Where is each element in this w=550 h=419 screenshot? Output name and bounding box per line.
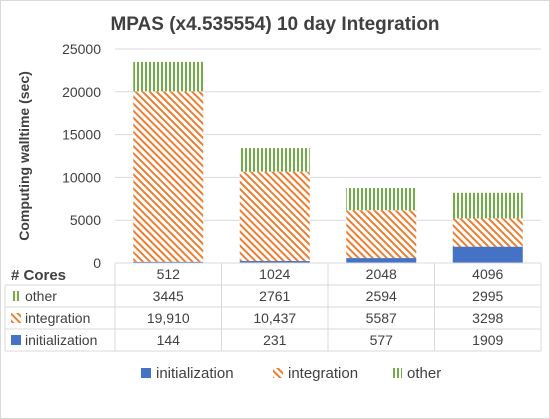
legend-key-initialization	[141, 368, 151, 378]
legend-label-other: other	[407, 365, 441, 382]
y-axis-label: Computing walltime (sec)	[16, 71, 32, 241]
bar-integration-512	[133, 91, 204, 262]
table-header-label: # Cores	[11, 267, 66, 284]
table-key-integration	[11, 313, 21, 323]
legend: initialization integration other	[141, 365, 441, 382]
table-key-other	[11, 291, 21, 301]
chart-title: MPAS (x4.535554) 10 day Integration	[110, 14, 439, 35]
legend-label-initialization: initialization	[156, 365, 234, 382]
x-tick-label: 1024	[259, 266, 290, 282]
data-label-other: 3445	[153, 288, 184, 304]
data-label-initialization: 231	[263, 332, 287, 348]
y-tick-label: 25000	[62, 41, 101, 57]
data-table: # Cores 512 1024 2048 4096 other 3445 2761 2594 2…	[4, 262, 542, 352]
table-key-initialization	[11, 335, 21, 345]
x-tick-label: 2048	[366, 266, 397, 282]
data-label-initialization: 144	[157, 332, 181, 348]
bar-other-2048	[346, 188, 417, 211]
y-tick-label: 15000	[62, 127, 101, 143]
data-label-integration: 5587	[366, 310, 397, 326]
data-label-other: 2995	[472, 288, 503, 304]
bar-integration-1024	[239, 171, 310, 262]
legend-key-integration	[273, 368, 283, 378]
y-tick-label: 10000	[62, 169, 101, 185]
data-label-integration: 19,910	[147, 310, 190, 326]
data-label-initialization: 577	[370, 332, 394, 348]
legend-label-integration: integration	[288, 365, 358, 382]
y-tick-label: 5000	[70, 212, 101, 228]
y-tick-label: 20000	[62, 84, 101, 100]
data-label-other: 2761	[259, 288, 290, 304]
bar-initialization-1024	[239, 261, 310, 263]
table-row-label-integration: integration	[25, 310, 90, 326]
legend-key-other	[392, 368, 402, 378]
bars	[133, 61, 523, 263]
bar-other-512	[133, 61, 204, 92]
x-tick-label: 512	[157, 266, 181, 282]
y-axis-ticks: 0 5000 10000 15000 20000 25000	[62, 41, 101, 271]
data-label-other: 2594	[366, 288, 397, 304]
bar-other-1024	[239, 148, 310, 172]
data-label-integration: 10,437	[253, 310, 296, 326]
bar-integration-2048	[346, 210, 417, 259]
data-label-integration: 3298	[472, 310, 503, 326]
bar-initialization-4096	[452, 246, 523, 263]
data-label-initialization: 1909	[472, 332, 503, 348]
bar-initialization-2048	[346, 258, 417, 263]
bar-other-4096	[452, 192, 523, 219]
bar-initialization-512	[133, 261, 204, 263]
y-tick-label: 0	[93, 255, 101, 271]
bar-integration-4096	[452, 218, 523, 247]
table-row-label-initialization: initialization	[25, 332, 97, 348]
x-tick-label: 4096	[472, 266, 503, 282]
table-row-label-other: other	[25, 288, 57, 304]
